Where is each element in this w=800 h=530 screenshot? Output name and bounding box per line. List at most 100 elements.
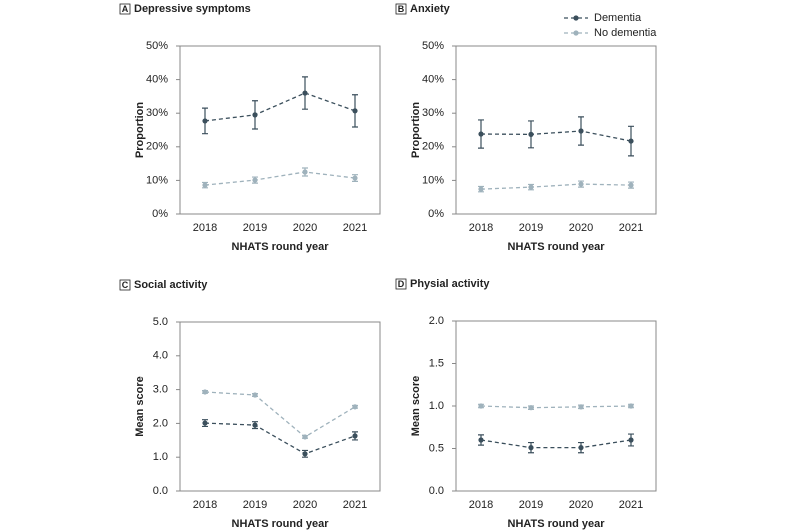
- point: [302, 451, 308, 457]
- point: [352, 175, 358, 181]
- y-tick-label: 20%: [146, 141, 168, 153]
- point: [252, 112, 258, 118]
- y-tick-label: 10%: [422, 174, 444, 186]
- point: [302, 90, 308, 96]
- point: [202, 182, 208, 188]
- point: [478, 403, 484, 409]
- point: [202, 389, 208, 395]
- x-tick-label: 2018: [469, 222, 493, 234]
- series-line: [204, 92, 356, 122]
- legend-marker: [573, 15, 579, 21]
- y-tick-label: 20%: [422, 141, 444, 153]
- point: [478, 186, 484, 192]
- plot-area: [455, 320, 657, 492]
- panel-letter-box: [395, 278, 407, 290]
- x-tick-label: 2021: [343, 222, 367, 234]
- x-tick-label: 2020: [293, 222, 317, 234]
- y-tick-label: 3.0: [153, 384, 168, 396]
- panel-title: Anxiety: [410, 3, 451, 15]
- point: [252, 177, 258, 183]
- y-tick-label: 4.0: [153, 350, 168, 362]
- y-tick-label: 0.0: [153, 485, 168, 497]
- x-tick-label: 2019: [243, 222, 267, 234]
- plot-area: [455, 45, 657, 215]
- x-tick-label: 2018: [193, 499, 217, 511]
- point: [628, 437, 634, 443]
- point: [202, 420, 208, 426]
- y-tick-label: 40%: [422, 74, 444, 86]
- series-line: [480, 130, 632, 142]
- point: [478, 131, 484, 137]
- point: [352, 404, 358, 410]
- legend-label: No dementia: [594, 27, 657, 39]
- y-tick-label: 0%: [152, 208, 168, 220]
- plot-area: [179, 321, 381, 492]
- point: [628, 182, 634, 188]
- point: [528, 405, 534, 411]
- x-tick-label: 2019: [519, 499, 543, 511]
- panel-title: Depressive symptoms: [134, 3, 251, 15]
- panel-letter: D: [398, 279, 405, 289]
- legend-label: Dementia: [594, 12, 642, 24]
- series-line: [480, 183, 632, 190]
- y-tick-label: 2.0: [153, 417, 168, 429]
- series-line: [480, 439, 632, 449]
- point: [528, 445, 534, 451]
- point: [478, 437, 484, 443]
- y-axis-label: Proportion: [410, 102, 422, 158]
- x-axis-label: NHATS round year: [508, 518, 606, 530]
- point: [578, 181, 584, 187]
- point: [252, 392, 258, 398]
- y-axis-label: Mean score: [410, 376, 422, 437]
- y-tick-label: 0%: [428, 208, 444, 220]
- y-tick-label: 50%: [146, 40, 168, 52]
- x-tick-label: 2018: [193, 222, 217, 234]
- point: [352, 433, 358, 439]
- panel-letter: C: [122, 280, 129, 290]
- point: [528, 184, 534, 190]
- x-axis-label: NHATS round year: [508, 241, 606, 253]
- x-tick-label: 2018: [469, 499, 493, 511]
- y-tick-label: 1.5: [429, 357, 444, 369]
- x-tick-label: 2019: [519, 222, 543, 234]
- panel-letter-box: [119, 279, 131, 291]
- point: [628, 403, 634, 409]
- plot-area: [179, 45, 381, 215]
- point: [628, 138, 634, 144]
- point: [252, 422, 258, 428]
- y-tick-label: 30%: [146, 107, 168, 119]
- y-axis-label: Mean score: [134, 376, 146, 437]
- y-tick-label: 10%: [146, 174, 168, 186]
- panel-title: Physial activity: [410, 278, 490, 290]
- y-tick-label: 5.0: [153, 316, 168, 328]
- series-line: [204, 422, 356, 455]
- y-axis-label: Proportion: [134, 102, 146, 158]
- point: [302, 434, 308, 440]
- y-tick-label: 2.0: [429, 315, 444, 327]
- x-tick-label: 2019: [243, 499, 267, 511]
- point: [528, 131, 534, 137]
- x-axis-label: NHATS round year: [232, 241, 330, 253]
- point: [578, 404, 584, 410]
- panel-letter: A: [122, 4, 129, 14]
- x-tick-label: 2021: [343, 499, 367, 511]
- point: [202, 118, 208, 124]
- legend-marker: [573, 30, 579, 36]
- y-tick-label: 1.0: [153, 451, 168, 463]
- y-tick-label: 30%: [422, 107, 444, 119]
- panel-letter: B: [398, 4, 405, 14]
- series-line: [480, 405, 632, 409]
- y-tick-label: 50%: [422, 40, 444, 52]
- x-axis-label: NHATS round year: [232, 518, 330, 530]
- point: [578, 128, 584, 134]
- point: [578, 445, 584, 451]
- panel-letter-box: [119, 3, 131, 15]
- y-tick-label: 0.5: [429, 442, 444, 454]
- panel-title: Social activity: [134, 279, 208, 291]
- series-line: [204, 171, 356, 186]
- panel-letter-box: [395, 3, 407, 15]
- point: [352, 108, 358, 114]
- x-tick-label: 2020: [569, 499, 593, 511]
- x-tick-label: 2020: [569, 222, 593, 234]
